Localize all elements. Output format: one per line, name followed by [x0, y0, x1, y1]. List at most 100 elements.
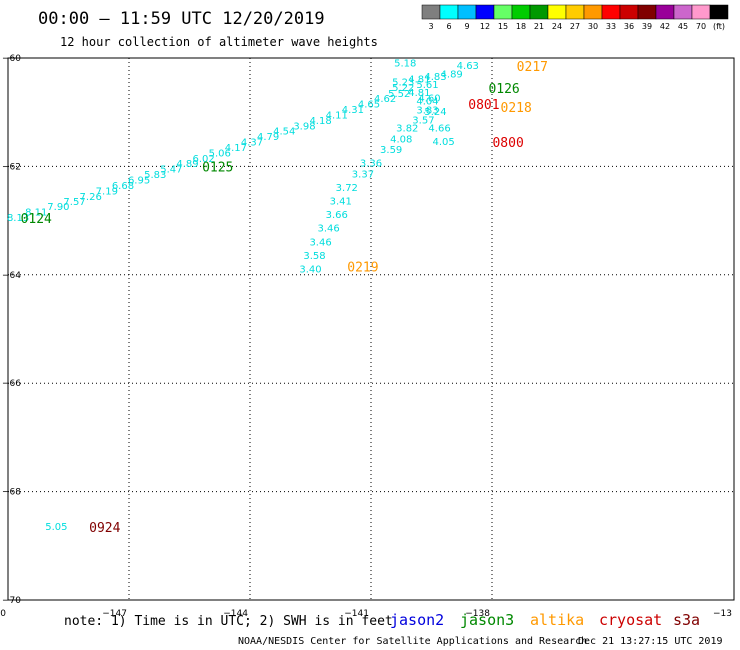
color-scale-label: 12: [480, 22, 490, 31]
swh-value: 7.90: [47, 202, 69, 213]
pass-time-label: 0800: [492, 136, 523, 151]
x-tick-label: −13: [713, 609, 732, 619]
pass-time-label: 0801: [468, 98, 499, 113]
color-scale-label: 15: [498, 22, 508, 31]
swh-value: 5.47: [160, 165, 182, 176]
color-swatch: [673, 4, 693, 20]
chart-subtitle: 12 hour collection of altimeter wave hei…: [60, 35, 378, 49]
color-swatch: [547, 4, 567, 20]
x-tick-label: −141: [344, 609, 369, 619]
swh-value: 5.06: [209, 148, 231, 159]
swh-value: 4.05: [432, 137, 454, 148]
swh-value: 6.02: [192, 154, 214, 165]
swh-value: 5.23: [392, 77, 414, 88]
pass-time-label: 0126: [488, 82, 519, 97]
y-tick-label: −70: [2, 596, 21, 606]
swh-value: 8.11: [25, 207, 47, 218]
swh-value: 4.11: [326, 110, 348, 121]
legend-entry-s3a: s3a: [673, 611, 700, 629]
swh-value: 4.08: [390, 134, 412, 145]
swh-value: 3.46: [318, 224, 340, 235]
swh-value: 3.41: [330, 197, 352, 208]
y-tick-label: −60: [2, 54, 21, 64]
swh-value: 5.83: [144, 170, 166, 181]
color-scale-label: 24: [552, 22, 562, 31]
swh-value: 3.40: [299, 264, 321, 275]
swh-value: 4.04: [416, 96, 438, 107]
swh-value: 4.17: [225, 143, 247, 154]
satellite-legend: jason2 jason3 altika cryosat s3a: [390, 611, 700, 629]
swh-value: 4.89: [441, 69, 463, 80]
color-swatch: [457, 4, 477, 20]
color-scale-label: 36: [624, 22, 634, 31]
swh-value: 4.54: [273, 127, 295, 138]
color-scale-label: 42: [660, 22, 670, 31]
swh-value: 4.65: [358, 100, 380, 111]
swh-value: 8.13: [7, 213, 29, 224]
color-scale-label: 70: [696, 22, 706, 31]
legend-entry-jason2: jason2: [390, 611, 444, 629]
pass-time-label: 0219: [347, 261, 378, 276]
swh-value: 4.81: [408, 75, 430, 86]
color-swatch: [655, 4, 675, 20]
x-tick-label: −144: [223, 609, 248, 619]
swh-value: 3.46: [309, 237, 331, 248]
swh-value: 7.57: [63, 197, 85, 208]
y-tick-label: −62: [2, 162, 21, 172]
y-tick-label: −68: [2, 488, 21, 498]
swh-value: 5.61: [416, 80, 438, 91]
color-swatch: [709, 4, 729, 20]
color-scale-label: 9: [464, 22, 469, 31]
color-scale-label: 3: [428, 22, 433, 31]
swh-value: 3.82: [396, 123, 418, 134]
chart-title: 00:00 – 11:59 UTC 12/20/2019: [38, 9, 325, 29]
swh-value: 4.79: [257, 132, 279, 143]
color-scale: 3 6 9 12 15 18 21 24 27 30 33 36 39 42 45 70 (ft): [421, 4, 729, 31]
color-swatch: [439, 4, 459, 20]
color-scale-label: (ft): [713, 22, 725, 31]
color-scale-label: 33: [606, 22, 616, 31]
color-swatch: [529, 4, 549, 20]
pass-time-label: 0124: [21, 212, 52, 227]
swh-value: 4.66: [428, 123, 450, 134]
color-swatch: [637, 4, 657, 20]
swh-value: 7.26: [80, 192, 102, 203]
color-swatch: [691, 4, 711, 20]
footer-note: note: 1) Time is in UTC; 2) SWH is in fe…: [64, 614, 393, 629]
pass-time-label: 0125: [202, 160, 233, 175]
color-swatch: [421, 4, 441, 20]
color-scale-label: 45: [678, 22, 688, 31]
color-swatch: [493, 4, 513, 20]
x-tick-label: −138: [465, 609, 490, 619]
swh-value: 7.19: [96, 186, 118, 197]
swh-value: 5.24: [424, 107, 446, 118]
swh-value: 5.05: [45, 522, 67, 533]
color-scale-label: 6: [446, 22, 451, 31]
pass-time-label: 0217: [517, 60, 548, 75]
pass-time-label: 0924: [89, 521, 120, 536]
swh-value: 4.62: [374, 94, 396, 105]
color-scale-label: 18: [516, 22, 526, 31]
x-tick-label: −147: [102, 609, 127, 619]
swh-value: 3.98: [293, 121, 315, 132]
swh-value: 5.18: [394, 58, 416, 69]
swh-value: 3.36: [360, 159, 382, 170]
x-tick-label: −150: [0, 609, 6, 619]
swh-value: 4.31: [342, 105, 364, 116]
color-scale-label: 30: [588, 22, 598, 31]
swh-value: 3.83: [416, 106, 438, 117]
legend-entry-cryosat: cryosat: [599, 611, 662, 629]
color-scale-label: 21: [534, 22, 544, 31]
pass-time-label: 0218: [501, 101, 532, 116]
footer-credit: NOAA/NESDIS Center for Satellite Applica…: [238, 636, 587, 647]
swh-value: 4.63: [457, 61, 479, 72]
plot-grid: [8, 58, 734, 600]
swh-value: 6.95: [128, 175, 150, 186]
swh-value: 4.81: [408, 88, 430, 99]
swh-value: 4.83: [424, 72, 446, 83]
color-scale-label: 27: [570, 22, 580, 31]
swh-value: 4.60: [418, 94, 440, 105]
footer-timestamp: Dec 21 13:27:15 UTC 2019: [578, 636, 723, 647]
y-tick-label: −64: [2, 271, 21, 281]
